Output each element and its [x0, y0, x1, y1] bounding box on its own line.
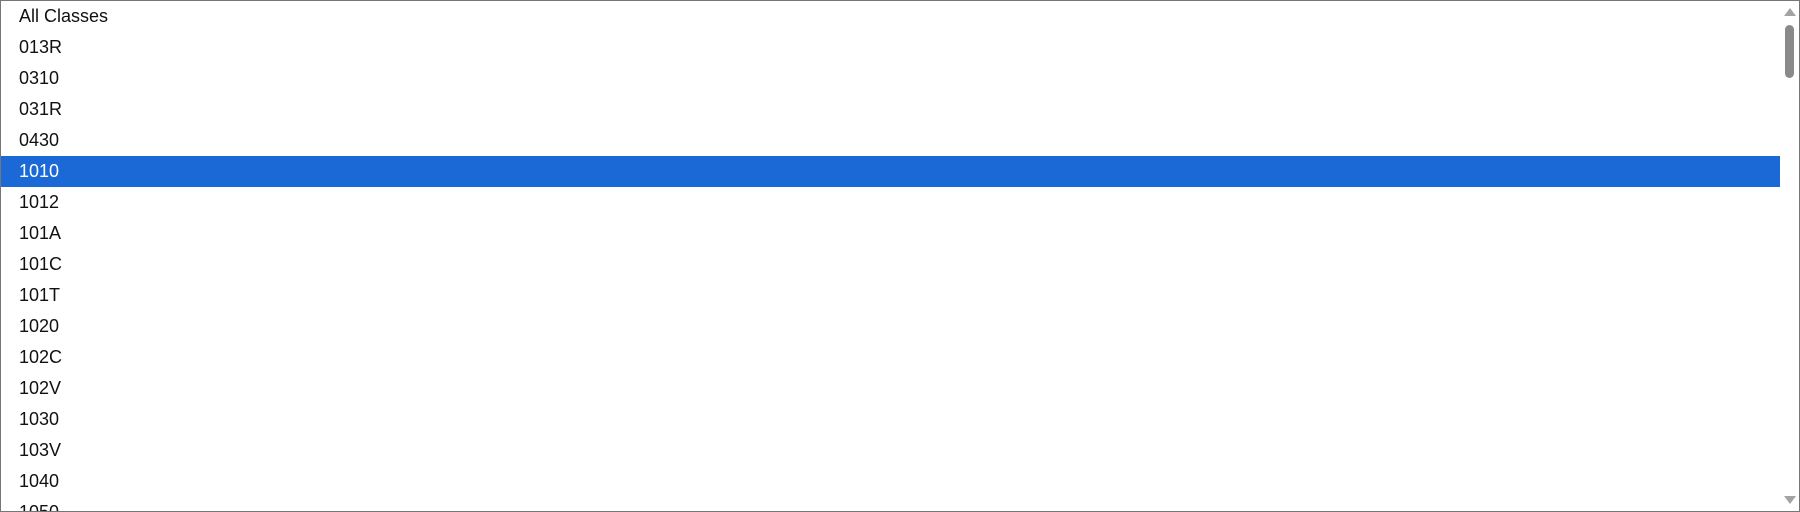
scrollbar-thumb[interactable]: [1785, 25, 1794, 78]
listbox-option[interactable]: 1050: [1, 497, 1780, 511]
listbox-option[interactable]: 1030: [19, 409, 60, 429]
listbox-option[interactable]: All Classes: [19, 6, 109, 26]
scroll-down-button[interactable]: [1780, 492, 1799, 508]
listbox-option[interactable]: 1040: [19, 471, 60, 491]
listbox-option-selected[interactable]: 1010: [1, 156, 1780, 187]
listbox-option[interactable]: 102V: [19, 378, 62, 398]
scroll-up-button[interactable]: [1780, 4, 1799, 20]
listbox-option[interactable]: 101A: [19, 223, 62, 243]
listbox-option[interactable]: 0430: [19, 130, 60, 150]
listbox-option[interactable]: 1012: [19, 192, 60, 212]
vertical-scrollbar[interactable]: [1780, 1, 1799, 511]
triangle-up-icon: [1783, 8, 1796, 16]
listbox-option[interactable]: 1020: [19, 316, 60, 336]
listbox-option[interactable]: 101C: [19, 254, 63, 274]
listbox-option[interactable]: 0310: [19, 68, 60, 88]
listbox-option[interactable]: 013R: [19, 37, 63, 57]
listbox-option[interactable]: 102C: [19, 347, 63, 367]
triangle-down-icon: [1783, 496, 1796, 504]
listbox-option[interactable]: 031R: [19, 99, 63, 119]
listbox-option[interactable]: 103V: [19, 440, 62, 460]
listbox-option[interactable]: 101T: [19, 285, 61, 305]
